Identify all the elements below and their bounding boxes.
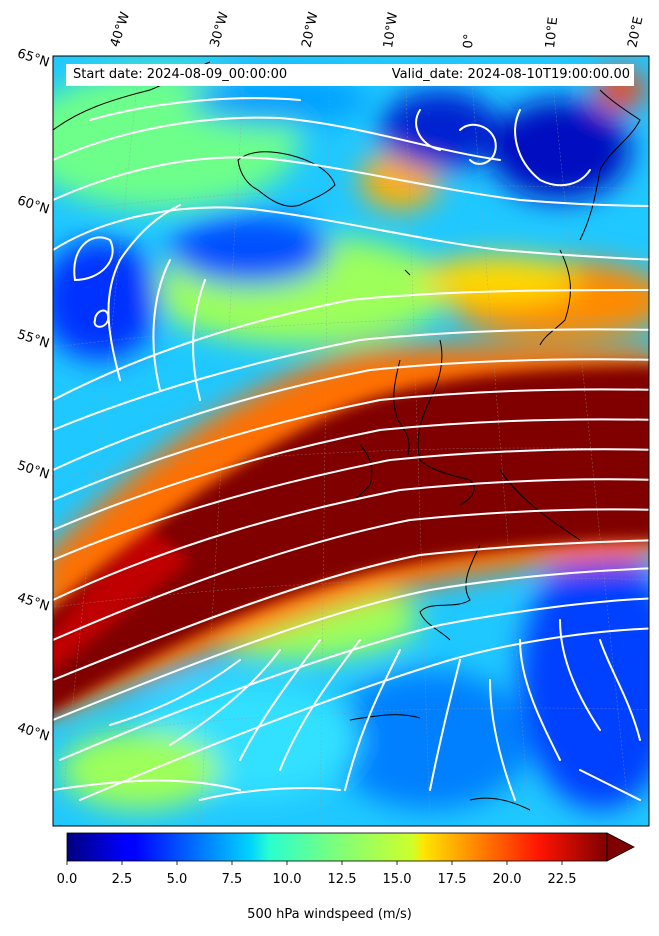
colorbar-tick: 10.0 [272, 872, 302, 887]
colorbar [66, 832, 635, 865]
valid-date-label: Valid_date: 2024-08-10T19:00:00.00 [391, 67, 630, 82]
colorbar-tick: 17.5 [437, 872, 467, 887]
colorbar-tick: 2.5 [111, 872, 133, 887]
colorbar-tick: 20.0 [492, 872, 522, 887]
colorbar-tick: 7.5 [221, 872, 243, 887]
colorbar-tick: 12.5 [327, 872, 357, 887]
date-info-box: Start date: 2024-08-09_00:00:00 Valid_da… [66, 64, 634, 86]
lon-label-0: 0° [461, 33, 478, 49]
streamlines [53, 97, 649, 801]
colorbar-tick: 0.0 [56, 872, 78, 887]
wind-field [53, 56, 649, 826]
colorbar-gradient [66, 832, 608, 862]
colorbar-tick: 5.0 [166, 872, 188, 887]
colorbar-extend-arrow [606, 832, 635, 862]
colorbar-tick: 15.0 [382, 872, 412, 887]
map-frame [52, 55, 650, 827]
colorbar-tick: 22.5 [547, 872, 577, 887]
colorbar-label: 500 hPa windspeed (m/s) [247, 907, 412, 922]
start-date-label: Start date: 2024-08-09_00:00:00 [73, 67, 288, 82]
